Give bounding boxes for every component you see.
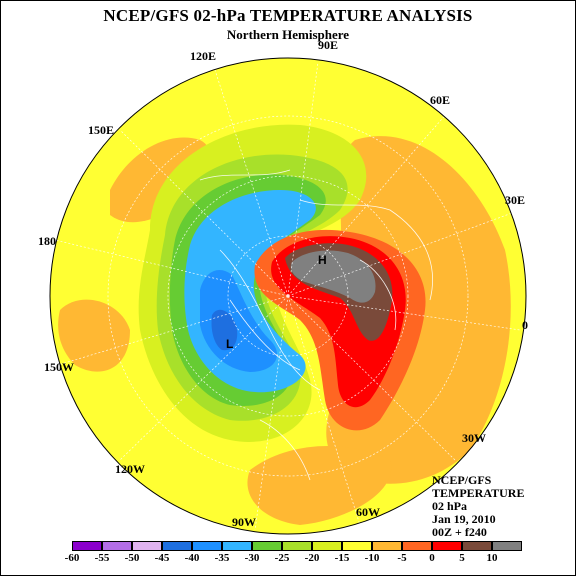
- lon-30w: 30W: [462, 431, 486, 445]
- colorbar-tick: -25: [274, 552, 290, 564]
- lon-180: 180: [38, 234, 56, 248]
- colorbar-tick: 5: [459, 552, 465, 564]
- colorbar-box: [252, 541, 282, 551]
- field-blue-dark: [211, 309, 238, 351]
- lon-60e: 60E: [430, 93, 451, 107]
- colorbar-tick: -20: [304, 552, 320, 564]
- colorbar-tick: -45: [154, 552, 170, 564]
- colorbar-box: [162, 541, 192, 551]
- field-orange-s: [247, 446, 392, 525]
- low-marker: L: [226, 337, 233, 351]
- lon-90e: 90E: [318, 38, 339, 52]
- colorbar-box: [72, 541, 102, 551]
- colorbar-tick: -50: [124, 552, 140, 564]
- colorbar-box: [222, 541, 252, 551]
- colorbar: [72, 541, 522, 551]
- colorbar-box: [432, 541, 462, 551]
- lon-60w: 60W: [356, 505, 380, 519]
- coastlines: [199, 169, 433, 481]
- colorbar-tick: -40: [184, 552, 200, 564]
- colorbar-box: [372, 541, 402, 551]
- colorbar-tick: -35: [214, 552, 230, 564]
- colorbar-tick: -15: [334, 552, 350, 564]
- run-info: NCEP/GFS TEMPERATURE 02 hPa Jan 19, 2010…: [432, 474, 524, 539]
- info-model: NCEP/GFS: [432, 473, 492, 487]
- map-boundary: [49, 57, 527, 535]
- colorbar-tick: 10: [486, 552, 498, 564]
- field-gray: [290, 250, 376, 303]
- lon-150w: 150W: [44, 360, 74, 374]
- colorbar-box: [282, 541, 312, 551]
- colorbar-tick: 0: [429, 552, 435, 564]
- map-subtitle: Northern Hemisphere: [226, 27, 350, 42]
- colorbar-tick: -55: [94, 552, 110, 564]
- lon-0: 0: [522, 318, 528, 332]
- graticule: [54, 61, 521, 531]
- colorbar-tick: -30: [244, 552, 260, 564]
- colorbar-box: [312, 541, 342, 551]
- colorbar-tick: -5: [397, 552, 407, 564]
- colorbar-box: [492, 541, 522, 551]
- colorbar-box: [102, 541, 132, 551]
- colorbar-box: [402, 541, 432, 551]
- lon-120w: 120W: [115, 462, 145, 476]
- info-level: 02 hPa: [432, 499, 468, 513]
- field-orange-sw: [58, 299, 130, 372]
- info-variable: TEMPERATURE: [432, 486, 525, 500]
- colorbar-box: [462, 541, 492, 551]
- high-marker: H: [318, 253, 327, 267]
- map-title: NCEP/GFS 02-hPa TEMPERATURE ANALYSIS: [103, 6, 473, 25]
- colorbar-tick: -10: [364, 552, 380, 564]
- colorbar-box: [342, 541, 372, 551]
- info-forecast: 00Z + f240: [432, 525, 487, 539]
- lon-90w: 90W: [232, 515, 256, 529]
- colorbar-box: [192, 541, 222, 551]
- lon-120e: 120E: [190, 49, 217, 63]
- lon-150e: 150E: [88, 123, 115, 137]
- info-date: Jan 19, 2010: [432, 512, 496, 526]
- lon-30e: 30E: [505, 193, 526, 207]
- colorbar-box: [132, 541, 162, 551]
- colorbar-tick: -60: [64, 552, 80, 564]
